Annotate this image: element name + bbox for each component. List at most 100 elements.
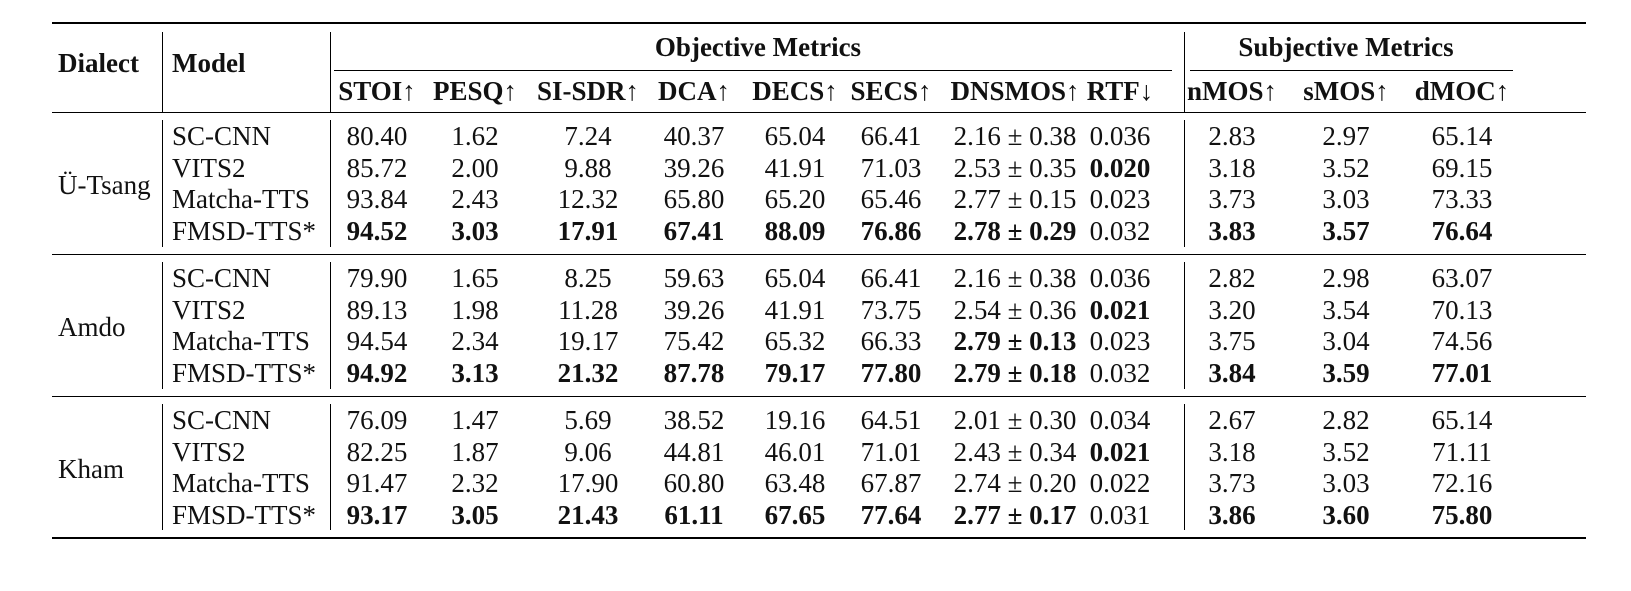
- table-cell: 94.54: [346, 326, 408, 356]
- table-cell: 94.92: [346, 357, 408, 388]
- table-cell: 65.04: [764, 263, 826, 293]
- table-cell: 2.82: [1208, 263, 1256, 293]
- objective-subjective-divider: [1184, 32, 1186, 112]
- table-cell: 69.15: [1431, 152, 1493, 183]
- table-cell: 2.77 ± 0.15: [953, 184, 1077, 214]
- table-cell: 0.034: [1089, 405, 1151, 435]
- table-cell: 41.91: [764, 152, 826, 183]
- table-cell: 74.56: [1431, 326, 1493, 356]
- table-cell: 3.84: [1208, 357, 1256, 388]
- table-cell: 65.14: [1431, 405, 1493, 435]
- table-cell: 3.18: [1208, 152, 1256, 183]
- table-cell: 2.34: [451, 326, 499, 356]
- column-header: DNSMOS↑: [950, 76, 1080, 106]
- model-name: FMSD-TTS*: [172, 215, 317, 246]
- dialect-divider: [162, 32, 164, 112]
- table-cell: 0.032: [1089, 357, 1151, 388]
- table-cell: 0.020: [1089, 152, 1151, 183]
- column-header: PESQ↑: [432, 76, 518, 106]
- table-cell: 65.46: [860, 184, 922, 214]
- model-name: Matcha-TTS: [172, 184, 310, 214]
- dialect-divider: [162, 404, 164, 530]
- column-header: dMOC↑: [1414, 76, 1510, 106]
- model-name: SC-CNN: [172, 121, 272, 151]
- table-cell: 76.09: [346, 405, 408, 435]
- table-cell: 40.37: [663, 121, 725, 151]
- table-cell: 63.48: [764, 468, 826, 498]
- table-cell: 65.80: [663, 184, 725, 214]
- column-header: nMOS↑: [1186, 76, 1278, 106]
- table-cell: 0.036: [1089, 263, 1151, 293]
- dialect-label: Kham: [58, 454, 124, 484]
- table-cell: 76.86: [860, 215, 922, 246]
- table-cell: 0.022: [1089, 468, 1151, 498]
- model-divider: [330, 404, 332, 530]
- table-cell: 89.13: [346, 294, 408, 325]
- dialect-divider: [162, 120, 164, 247]
- objective-subjective-divider: [1184, 262, 1186, 389]
- table-cell: 75.80: [1431, 499, 1493, 530]
- table-cell: 12.32: [557, 184, 619, 214]
- table-cell: 94.52: [346, 215, 408, 246]
- table-cell: 1.98: [451, 294, 499, 325]
- table-cell: 3.52: [1322, 152, 1370, 183]
- table-cell: 0.032: [1089, 215, 1151, 246]
- table-cell: 11.28: [558, 294, 618, 325]
- table-cell: 41.91: [764, 294, 826, 325]
- table-cell: 66.41: [860, 263, 922, 293]
- table-cell: 2.01 ± 0.30: [953, 405, 1077, 435]
- table-cell: 2.54 ± 0.36: [953, 294, 1077, 325]
- table-cell: 79.90: [346, 263, 408, 293]
- table-cell: 77.01: [1431, 357, 1493, 388]
- model-name: VITS2: [172, 152, 246, 183]
- table-cell: 2.82: [1322, 405, 1370, 435]
- table-cell: 63.07: [1431, 263, 1493, 293]
- table-cell: 2.98: [1322, 263, 1370, 293]
- table-cell: 71.11: [1432, 436, 1492, 467]
- column-header: STOI↑: [338, 76, 416, 106]
- results-table: Dialect Model Objective Metrics Subjecti…: [52, 22, 1586, 567]
- table-cell: 65.04: [764, 121, 826, 151]
- objective-subjective-divider: [1184, 404, 1186, 530]
- group2-bottom-rule: [52, 396, 1586, 398]
- group1-bottom-rule: [52, 254, 1586, 256]
- table-cell: 67.87: [860, 468, 922, 498]
- table-cell: 2.79 ± 0.13: [953, 326, 1077, 356]
- column-header: sMOS↑: [1303, 76, 1389, 106]
- header-bottom-rule: [52, 112, 1586, 114]
- table-cell: 76.64: [1431, 215, 1493, 246]
- table-cell: 3.52: [1322, 436, 1370, 467]
- table-cell: 93.84: [346, 184, 408, 214]
- table-cell: 3.03: [1322, 468, 1370, 498]
- table-cell: 9.06: [564, 436, 612, 467]
- column-header: DECS↑: [752, 76, 838, 106]
- table-cell: 0.023: [1089, 184, 1151, 214]
- table-cell: 73.33: [1431, 184, 1493, 214]
- table-cell: 5.69: [564, 405, 612, 435]
- subjective-underline: [1190, 70, 1513, 72]
- model-name: VITS2: [172, 436, 246, 467]
- table-cell: 82.25: [346, 436, 408, 467]
- table-cell: 3.13: [451, 357, 499, 388]
- column-header: SECS↑: [850, 76, 932, 106]
- table-cell: 3.60: [1322, 499, 1370, 530]
- table-cell: 2.79 ± 0.18: [953, 357, 1077, 388]
- table-cell: 91.47: [346, 468, 408, 498]
- table-cell: 19.17: [557, 326, 619, 356]
- model-name: SC-CNN: [172, 405, 272, 435]
- table-cell: 0.021: [1089, 436, 1151, 467]
- table-cell: 73.75: [860, 294, 922, 325]
- dialect-divider: [162, 262, 164, 389]
- subjective-metrics-header: Subjective Metrics: [1238, 32, 1454, 62]
- dialect-label: Ü-Tsang: [58, 170, 151, 200]
- table-cell: 72.16: [1431, 468, 1493, 498]
- table-cell: 2.16 ± 0.38: [953, 263, 1077, 293]
- table-cell: 80.40: [346, 121, 408, 151]
- table-cell: 8.25: [564, 263, 612, 293]
- table-cell: 3.57: [1322, 215, 1370, 246]
- table-cell: 0.031: [1089, 499, 1151, 530]
- objective-metrics-header: Objective Metrics: [654, 32, 862, 62]
- model-name: Matcha-TTS: [172, 468, 310, 498]
- table-cell: 3.59: [1322, 357, 1370, 388]
- table-cell: 64.51: [860, 405, 922, 435]
